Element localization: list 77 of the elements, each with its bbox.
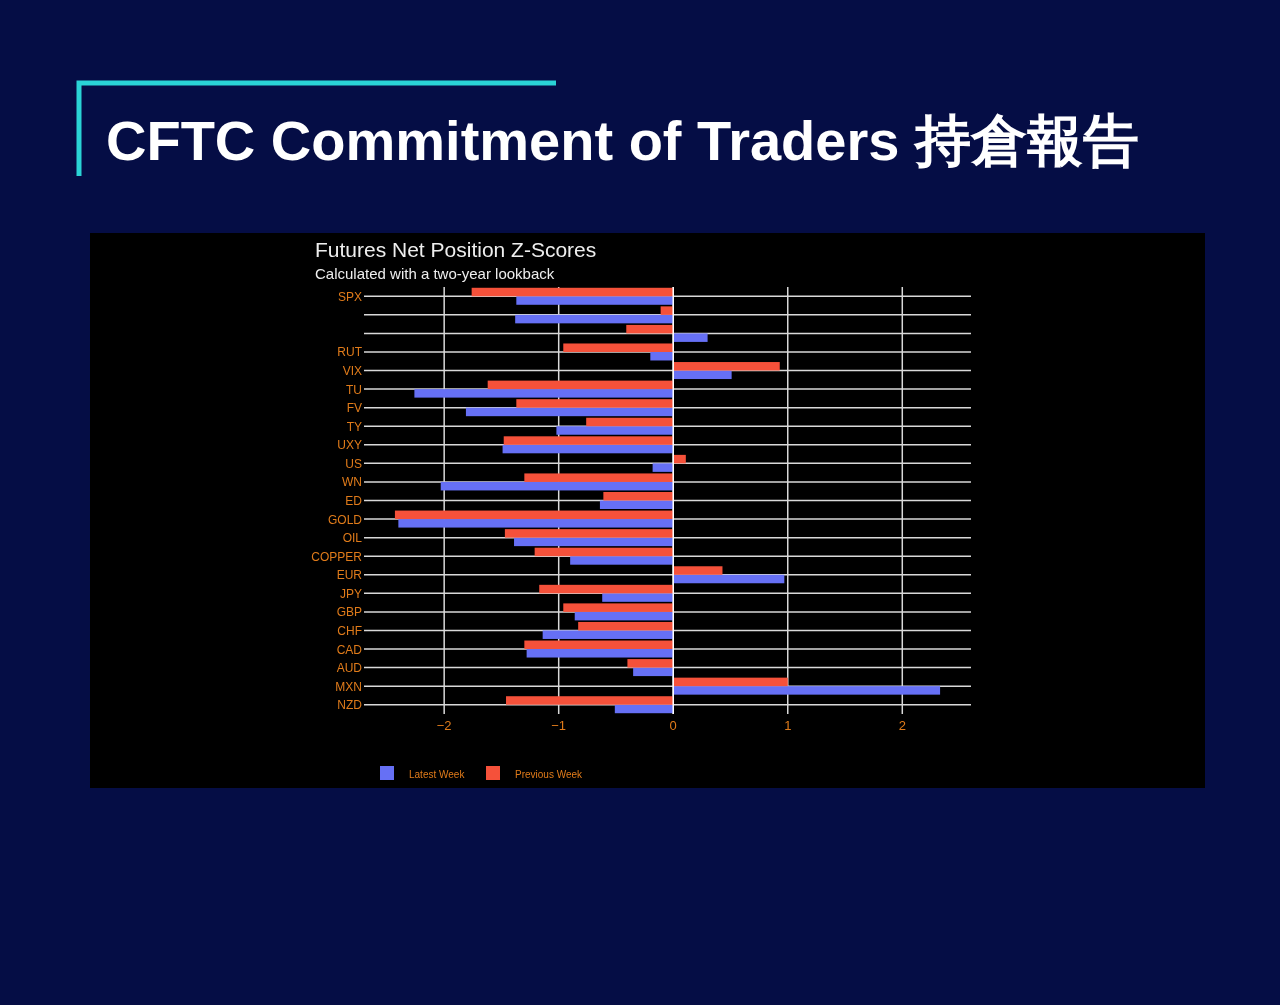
y-tick-label: TY [346, 419, 362, 434]
bar [578, 621, 674, 631]
y-tick-label: FV [346, 401, 362, 416]
y-tick-label: TU [346, 382, 362, 397]
bar [504, 529, 674, 538]
bar [603, 492, 674, 501]
bar [503, 436, 674, 445]
bar [673, 686, 941, 695]
bar [556, 426, 674, 435]
bar [487, 380, 674, 390]
bar [652, 463, 674, 472]
x-tick-label: 2 [898, 718, 906, 733]
chart-subtitle: Futures Net Position Z-Scores [315, 238, 597, 261]
bar [465, 407, 674, 417]
text: Calculated with a two-year lookback [315, 265, 555, 282]
bar [524, 640, 674, 650]
bar [626, 324, 674, 334]
bar [502, 444, 674, 454]
y-tick-label: SPX [337, 289, 362, 304]
y-tick-label: GOLD [327, 512, 363, 527]
y-tick-label: AUD [336, 661, 363, 676]
legend-label: Previous Week [515, 769, 584, 780]
bar [414, 389, 674, 398]
y-tick-label: CAD [336, 642, 363, 657]
bar [471, 287, 674, 297]
x-tick-label: −2 [436, 718, 452, 733]
y-tick-label: VIX [342, 364, 362, 379]
y-tick-label: OIL [342, 531, 363, 546]
y-tick-label: CHF [337, 623, 362, 638]
y-tick-label: RUT [337, 345, 363, 360]
y-tick-label: MXN [335, 679, 362, 694]
bar [394, 510, 674, 520]
bar [574, 611, 674, 621]
bar [673, 566, 723, 575]
bar [539, 584, 674, 594]
y-tick-label: EUR [336, 568, 363, 583]
bar [673, 362, 780, 371]
bar [516, 399, 674, 408]
x-tick-label: 0 [669, 718, 677, 733]
bar [524, 473, 674, 482]
x-tick-label: −1 [551, 718, 567, 733]
bar [673, 677, 788, 687]
bar [570, 556, 674, 565]
bar [398, 519, 674, 528]
bar [563, 603, 674, 612]
chart-title: CFTC Commitment of Traders 持倉報告 [106, 109, 1139, 172]
bar [650, 351, 674, 361]
bar [602, 593, 674, 602]
y-tick-label: ED [345, 494, 363, 508]
bar [673, 333, 708, 342]
bar [673, 454, 686, 464]
bar [627, 659, 674, 668]
y-tick-label: GBP [336, 605, 362, 620]
y-tick-label: NZD [337, 698, 363, 713]
x-tick-label: 1 [784, 718, 792, 733]
bar [534, 547, 674, 557]
bar [563, 343, 674, 352]
bar [514, 537, 674, 547]
bar [673, 574, 785, 584]
bar [516, 296, 674, 305]
y-tick-label: COPPER [311, 549, 363, 564]
y-tick-label: JPY [339, 586, 362, 601]
bar [440, 481, 674, 491]
bar [506, 696, 674, 705]
bar [633, 667, 674, 677]
y-tick-label: UXY [337, 438, 362, 453]
bar [526, 649, 674, 658]
y-tick-label: WN [342, 475, 362, 490]
bar [542, 630, 674, 639]
bar [673, 370, 732, 380]
bar [614, 704, 674, 714]
y-tick-label: US [345, 456, 362, 471]
bar [586, 417, 674, 427]
bar [660, 306, 674, 315]
legend-label: Latest Week [409, 769, 466, 780]
bar [599, 500, 674, 509]
bar [515, 314, 674, 324]
